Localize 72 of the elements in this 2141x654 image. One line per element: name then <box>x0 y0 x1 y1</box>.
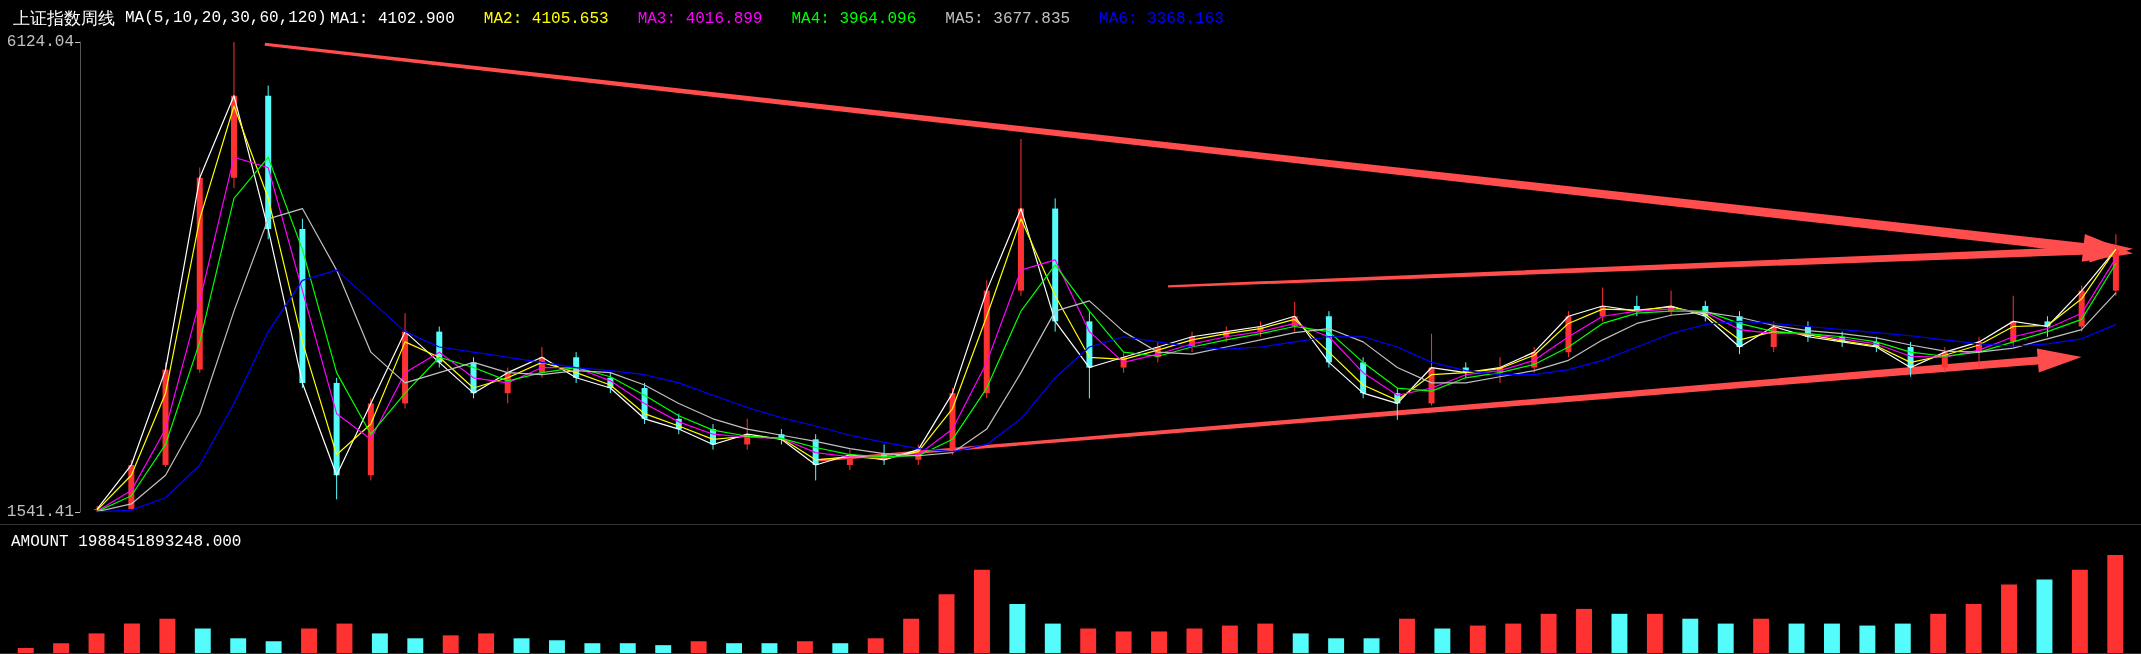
bar <box>867 638 884 653</box>
bar <box>1823 623 1840 653</box>
bar <box>194 628 211 653</box>
bar <box>371 633 388 653</box>
bar <box>938 594 955 653</box>
bar <box>1398 618 1415 653</box>
bar <box>1576 608 1593 653</box>
bar <box>1363 638 1380 653</box>
bar <box>2001 584 2018 653</box>
bar <box>407 638 424 653</box>
bar <box>1753 618 1770 653</box>
bar <box>832 643 849 653</box>
bar <box>513 638 530 653</box>
bar <box>1646 613 1663 653</box>
bar <box>1044 623 1061 653</box>
bar <box>265 641 282 653</box>
bar <box>53 643 70 653</box>
bar <box>1151 631 1168 653</box>
chart-subtitle: MA(5,10,20,30,60,120) <box>125 9 327 27</box>
bar <box>1965 604 1982 653</box>
y-tick-label: 6124.04 <box>6 33 74 51</box>
bar <box>159 618 176 653</box>
bar <box>548 640 565 653</box>
text: MA1: 4102.900 <box>330 10 455 28</box>
bar <box>1115 631 1132 653</box>
bar <box>1080 628 1097 653</box>
text: MA3: 4016.899 <box>637 10 763 28</box>
bar <box>1682 618 1699 653</box>
line-series <box>96 269 2117 513</box>
bar <box>1328 638 1345 653</box>
bar <box>1894 623 1911 653</box>
bar <box>761 643 778 653</box>
bar <box>619 643 636 653</box>
bar <box>2071 569 2088 653</box>
bar <box>726 643 743 653</box>
text: MA2: 4105.653 <box>483 10 609 28</box>
bar <box>123 623 140 653</box>
bar <box>1859 625 1876 653</box>
bar <box>973 569 990 653</box>
bar <box>1469 625 1486 653</box>
bar <box>1505 623 1522 653</box>
y-tick-label: 1541.41 <box>6 503 74 521</box>
bar <box>1434 628 1451 653</box>
bar <box>1788 623 1805 653</box>
bar <box>2107 555 2124 653</box>
bar <box>2036 579 2053 653</box>
bar <box>796 641 813 653</box>
bar <box>301 628 318 653</box>
bar <box>1257 623 1274 653</box>
bar <box>478 633 495 653</box>
bar <box>1540 613 1557 653</box>
bar <box>230 638 247 653</box>
bar <box>336 623 353 653</box>
text: MA4: 3964.096 <box>791 10 917 28</box>
bar <box>584 643 601 653</box>
bar <box>88 633 105 653</box>
chart-title: AMOUNT 1988451893248.000 <box>11 533 242 551</box>
bar <box>1717 623 1734 653</box>
bar <box>655 645 672 653</box>
bar <box>1611 613 1628 653</box>
bar <box>1009 604 1026 653</box>
bar <box>690 641 707 653</box>
text: MA6: 3368.163 <box>1099 10 1224 28</box>
bar <box>442 635 459 653</box>
bar <box>17 648 34 653</box>
text: MA5: 3677.835 <box>945 10 1071 28</box>
bar <box>1186 628 1203 653</box>
bar <box>1221 625 1238 653</box>
bar <box>1930 613 1947 653</box>
bar <box>1292 633 1309 653</box>
bar <box>903 618 920 653</box>
chart-title: 上证指数周线 <box>13 7 115 28</box>
